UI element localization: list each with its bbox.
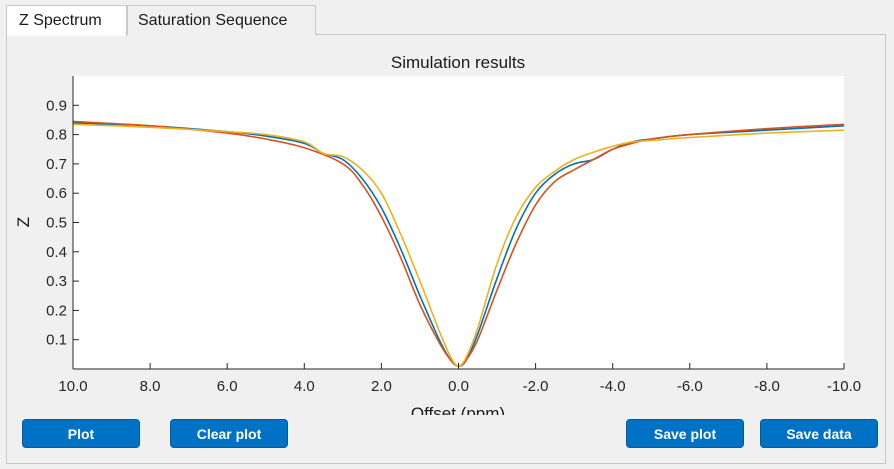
y-axis-label: Z: [14, 217, 33, 227]
x-tick-label: 6.0: [217, 378, 238, 395]
clear-plot-button[interactable]: Clear plot: [170, 419, 288, 448]
x-tick-label: 4.0: [294, 378, 315, 395]
x-tick-label: -2.0: [523, 378, 549, 395]
save-data-button[interactable]: Save data: [760, 419, 878, 448]
chart-axes: 10.0 8.0 6.0 4.0 2.0 0.0 -2.0 -4.0 -6.0 -8.0 -10.0…: [46, 76, 861, 395]
chart-title: Simulation results: [391, 53, 525, 72]
tab-bar-filler: [316, 5, 886, 35]
tab-z-spectrum[interactable]: Z Spectrum: [6, 5, 127, 36]
y-tick-label: 0.2: [46, 302, 67, 319]
x-tick-label: 0.0: [448, 378, 469, 395]
z-spectrum-panel: Simulation results 10.0 8.0 6.0 4.0 2.0 0.0 -2…: [6, 35, 886, 464]
z-spectrum-chart: Simulation results 10.0 8.0 6.0 4.0 2.0 0.0 -2…: [14, 53, 861, 415]
chart-series-group: [72, 120, 845, 367]
x-axis-label: Offset (ppm): [411, 404, 505, 415]
y-tick-label: 0.3: [46, 273, 67, 290]
y-tick-label: 0.5: [46, 215, 67, 232]
x-tick-label: -4.0: [600, 378, 626, 395]
save-plot-button[interactable]: Save plot: [626, 419, 744, 448]
app-window: Z Spectrum Saturation Sequence Simulatio…: [6, 5, 886, 464]
x-tick-label: -10.0: [827, 378, 861, 395]
tab-saturation-sequence[interactable]: Saturation Sequence: [127, 5, 316, 35]
series-line-2: [72, 120, 845, 367]
x-tick-label: -8.0: [754, 378, 780, 395]
y-tick-label: 0.6: [46, 185, 67, 202]
plot-button[interactable]: Plot: [22, 419, 140, 448]
y-tick-label: 0.4: [46, 244, 67, 261]
x-tick-label: -6.0: [677, 378, 703, 395]
y-tick-label: 0.9: [46, 97, 67, 114]
tab-bar: Z Spectrum Saturation Sequence: [6, 5, 886, 36]
x-tick-label: 2.0: [371, 378, 392, 395]
y-tick-label: 0.7: [46, 156, 67, 173]
y-tick-label: 0.8: [46, 127, 67, 144]
x-tick-label: 8.0: [140, 378, 161, 395]
series-line-3: [72, 123, 845, 367]
plot-area: [73, 76, 844, 369]
y-tick-label: 0.1: [46, 332, 67, 349]
x-tick-label: 10.0: [58, 378, 87, 395]
